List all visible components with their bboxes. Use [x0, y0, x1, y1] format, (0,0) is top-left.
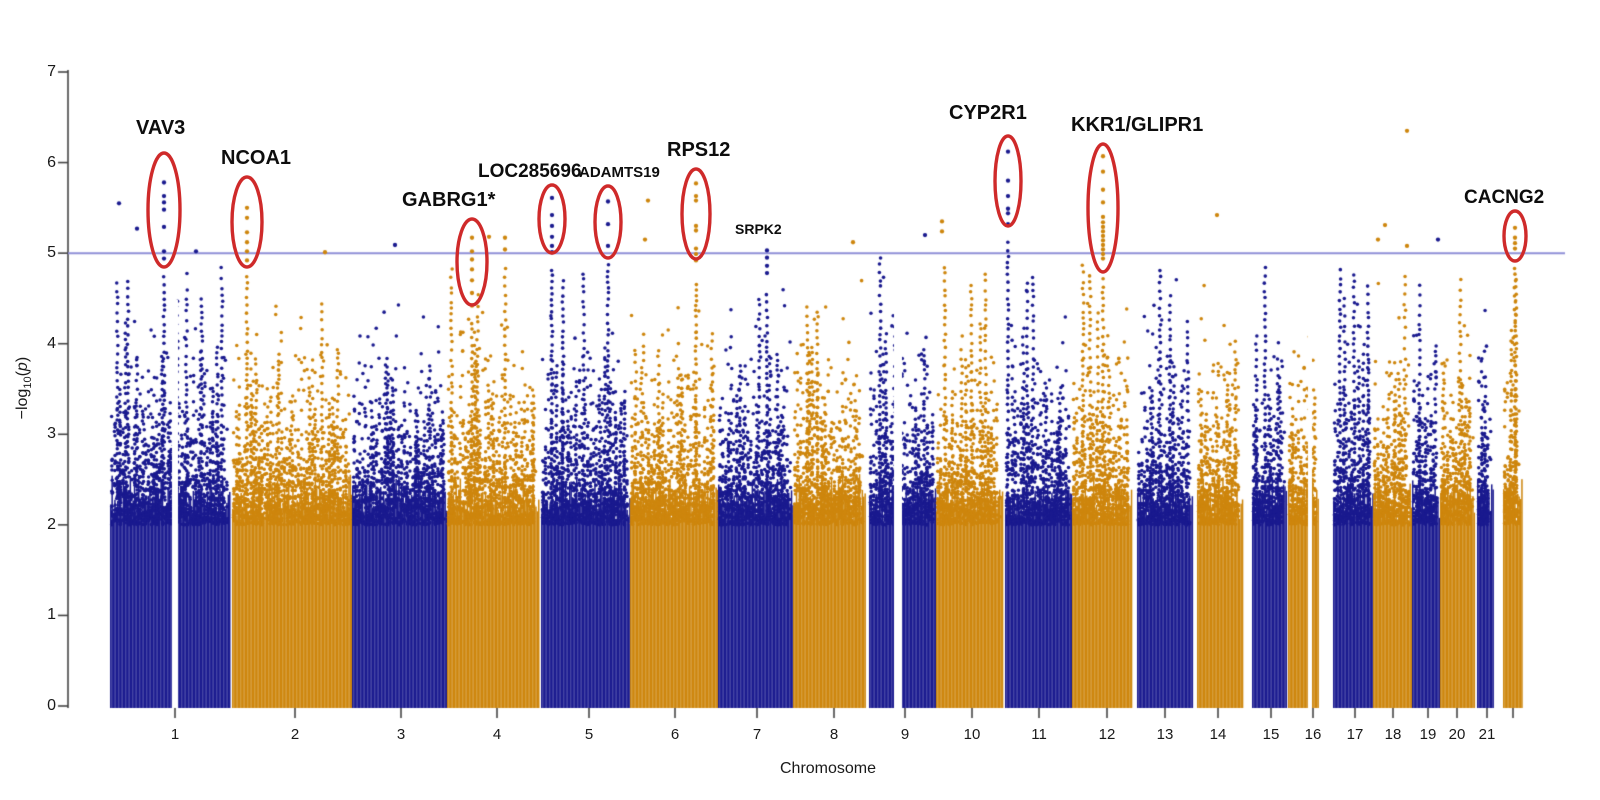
y-tick-label: 4: [47, 334, 56, 352]
y-tick-label: 2: [47, 515, 56, 533]
gene-label-cyp2r1: CYP2R1: [949, 102, 1027, 124]
x-tick-label-chr16: 16: [1304, 726, 1322, 743]
x-tick-label-chr2: 2: [290, 726, 300, 743]
gene-label-kkr1-glipr1: KKR1/GLIPR1: [1071, 114, 1204, 136]
gene-label-gabrg1-: GABRG1*: [402, 189, 496, 211]
x-tick-label-chr1: 1: [170, 726, 180, 743]
x-tick-label-chr12: 12: [1098, 726, 1116, 743]
x-tick-label-chr8: 8: [829, 726, 839, 743]
x-tick-label-chr7: 7: [752, 726, 762, 743]
y-tick-label: 7: [47, 63, 56, 80]
x-tick-label-chr11: 11: [1031, 726, 1047, 743]
x-tick-label-chr10: 10: [963, 726, 981, 743]
x-tick-label-chr19: 19: [1419, 726, 1437, 743]
y-tick-label: 1: [47, 606, 56, 624]
x-axis-label: Chromosome: [779, 760, 877, 777]
x-tick-label-chr18: 18: [1384, 726, 1402, 743]
y-tick-label: 3: [47, 425, 56, 443]
x-tick-label-chr15: 15: [1262, 726, 1280, 743]
x-tick-label-chr5: 5: [584, 726, 594, 743]
gene-label-ncoa1: NCOA1: [221, 147, 292, 169]
x-tick-label-chr14: 14: [1209, 726, 1227, 743]
gene-label-srpk2: SRPK2: [735, 221, 782, 237]
x-tick-label-chr13: 13: [1156, 726, 1174, 743]
gene-label-loc285696: LOC285696: [478, 161, 582, 182]
gene-label-adamts19: ADAMTS19: [579, 164, 660, 181]
y-tick-label: 0: [47, 697, 56, 714]
x-tick-label-chr17: 17: [1346, 726, 1364, 743]
x-tick-label-chr4: 4: [492, 726, 502, 743]
y-tick-label: 5: [47, 244, 56, 262]
x-tick-label-chr21: 21: [1478, 726, 1496, 743]
x-tick-label-chr3: 3: [396, 726, 406, 743]
gene-label-rps12: RPS12: [667, 139, 731, 161]
gene-label-vav3: VAV3: [136, 117, 186, 139]
x-tick-label-chr9: 9: [900, 726, 910, 743]
x-tick-label-chr6: 6: [670, 726, 680, 743]
y-tick-label: 6: [47, 153, 56, 171]
x-tick-label-chr20: 20: [1448, 726, 1466, 743]
gene-label-cacng2: CACNG2: [1464, 187, 1545, 208]
